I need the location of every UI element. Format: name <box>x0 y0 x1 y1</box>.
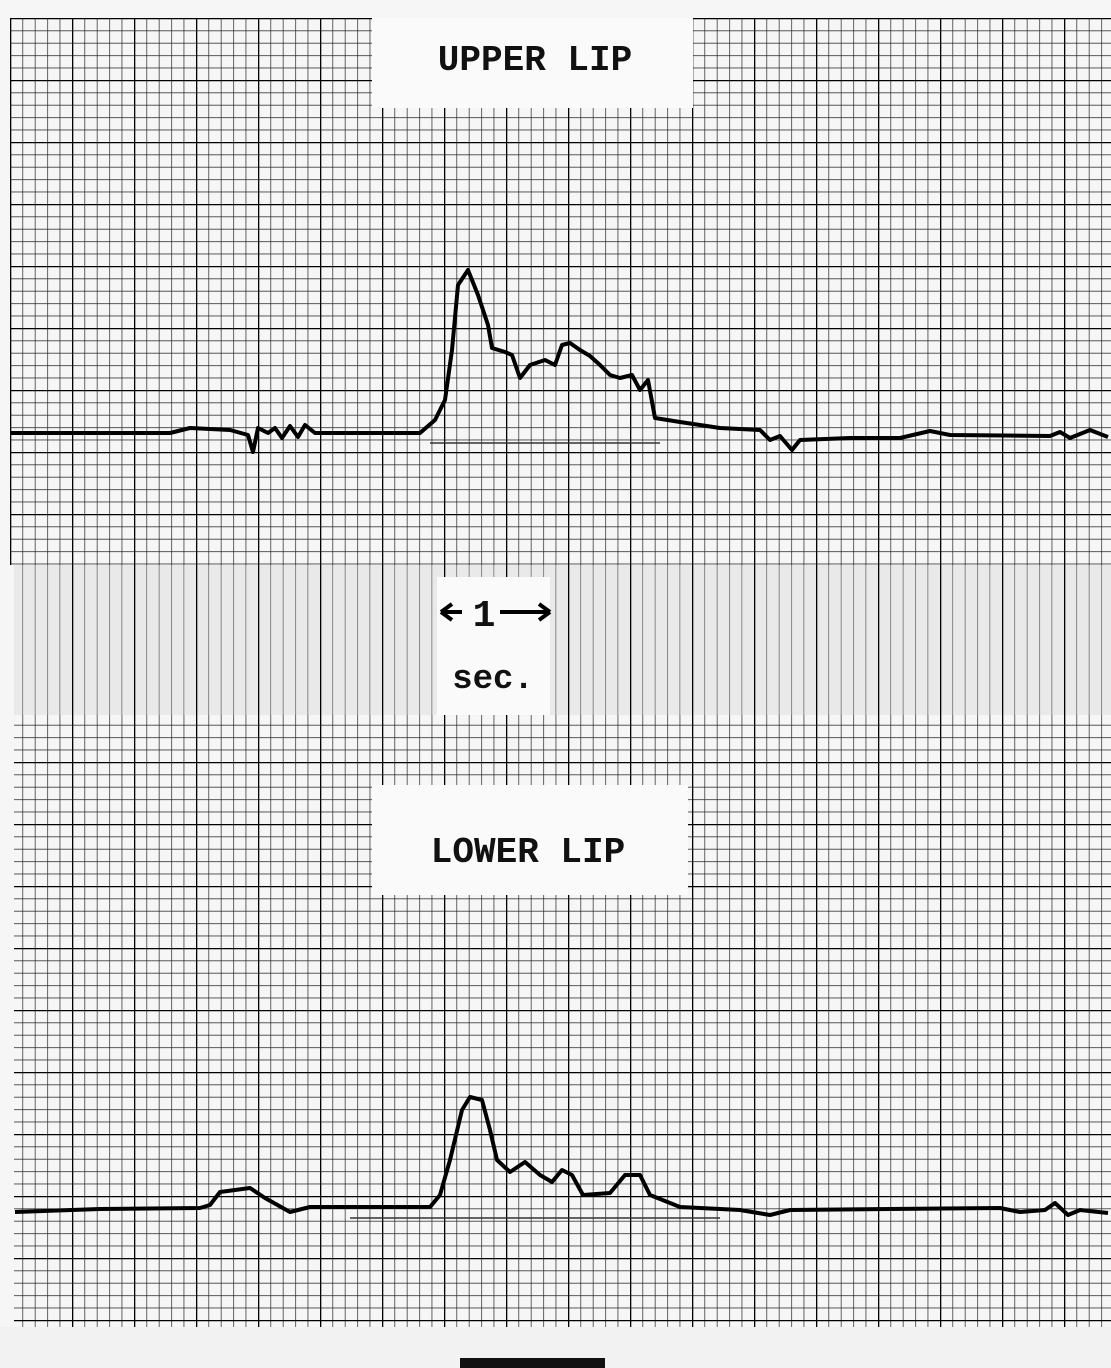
timing-lines-bold <box>14 565 1111 715</box>
label-card <box>372 18 693 108</box>
grid-paper <box>0 18 1111 1368</box>
lower-trace <box>14 1095 1109 1217</box>
upper-trace <box>10 268 1109 454</box>
edge-mark <box>460 1358 605 1368</box>
scale-card <box>437 577 550 715</box>
lower-label: LOWER LIP <box>431 832 625 873</box>
scale-number: 1 <box>473 595 496 638</box>
upper-label: UPPER LIP <box>438 40 632 81</box>
scale-arrows <box>439 602 552 622</box>
upper-grid-bold <box>10 18 1111 565</box>
label-card <box>372 785 688 895</box>
scale-unit: sec. <box>452 661 534 699</box>
